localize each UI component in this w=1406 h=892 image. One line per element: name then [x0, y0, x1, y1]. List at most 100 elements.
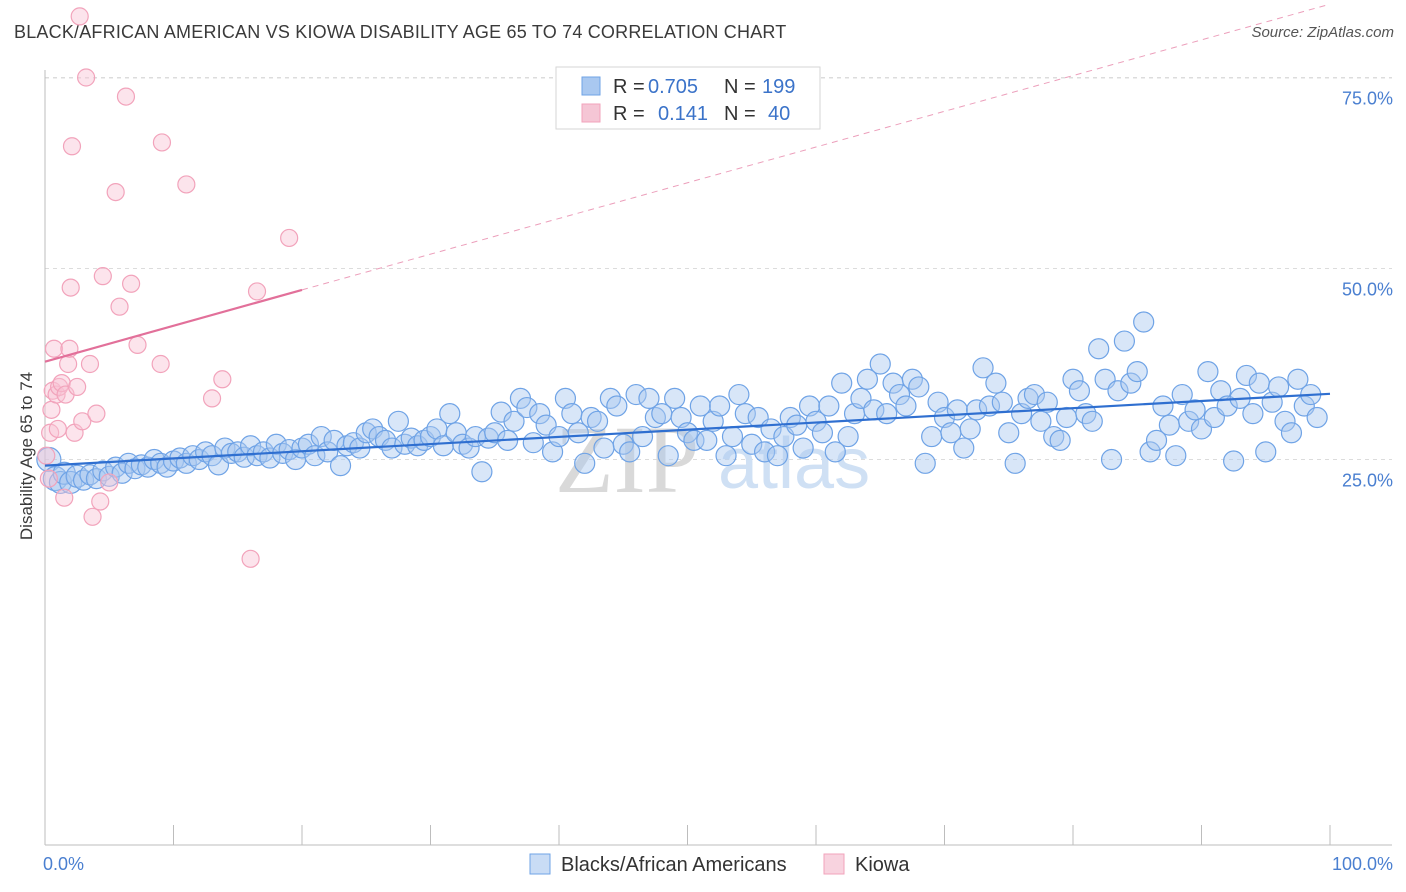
- point-blacks-149: [991, 391, 1013, 413]
- point-kiowa-26: [100, 473, 119, 492]
- watermark-zip: ZIP: [555, 406, 699, 513]
- point-blacks-163: [1081, 410, 1103, 432]
- point-blacks-68: [471, 461, 493, 483]
- point-blacks-137: [914, 452, 936, 474]
- point-blacks-156: [1036, 391, 1058, 413]
- point-blacks-147: [978, 395, 1001, 417]
- point-blacks-40: [291, 437, 313, 459]
- legend-n-label-1: N =: [724, 76, 756, 98]
- point-kiowa-34: [177, 175, 196, 194]
- point-blacks-128: [856, 368, 879, 390]
- point-blacks-160: [1062, 368, 1084, 390]
- point-blacks-198: [1306, 406, 1328, 429]
- point-blacks-33: [246, 445, 268, 467]
- point-blacks-164: [1088, 338, 1110, 360]
- point-blacks-142: [946, 399, 968, 421]
- point-kiowa-14: [61, 278, 80, 297]
- point-blacks-174: [1152, 395, 1174, 417]
- legend-r-label-1: R =: [613, 76, 645, 98]
- point-blacks-170: [1126, 361, 1148, 383]
- point-blacks-133: [888, 383, 911, 406]
- point-blacks-83: [567, 422, 589, 444]
- point-blacks-171: [1133, 311, 1155, 333]
- point-kiowa-38: [247, 282, 267, 301]
- point-kiowa-31: [128, 335, 147, 354]
- x-tick-label-0: 0.0%: [43, 854, 84, 874]
- y-tick-label-1: 50.0%: [1342, 280, 1393, 300]
- point-blacks-54: [381, 437, 403, 459]
- point-blacks-89: [606, 395, 628, 417]
- y-tick-label-0: 25.0%: [1342, 471, 1393, 491]
- legend-n-value-1: 199: [762, 76, 795, 98]
- point-kiowa-17: [68, 377, 87, 397]
- point-blacks-95: [644, 406, 666, 429]
- point-blacks-144: [959, 418, 981, 440]
- point-kiowa-37: [241, 549, 260, 568]
- point-blacks-130: [869, 353, 891, 375]
- point-blacks-82: [561, 403, 583, 425]
- legend-n-value-2: 40: [768, 103, 790, 125]
- point-kiowa-0: [37, 446, 56, 465]
- series-swatch-blacks: [529, 853, 551, 875]
- chart-title: BLACK/AFRICAN AMERICAN VS KIOWA DISABILI…: [14, 22, 787, 42]
- axes: [44, 70, 1392, 846]
- point-kiowa-1: [39, 469, 58, 488]
- point-blacks-55: [387, 410, 409, 432]
- watermark: ZIP atlas: [555, 406, 870, 513]
- legend-swatch-kiowa: [581, 103, 601, 123]
- y-tick-labels: 25.0%50.0%75.0%100.0%: [1342, 89, 1393, 491]
- point-blacks-154: [1023, 383, 1046, 406]
- point-blacks-108: [728, 383, 750, 406]
- point-blacks-93: [631, 425, 654, 448]
- point-kiowa-32: [151, 354, 170, 374]
- point-blacks-134: [895, 395, 917, 417]
- point-blacks-185: [1223, 450, 1245, 472]
- point-blacks-29: [220, 442, 242, 464]
- point-blacks-159: [1055, 406, 1078, 429]
- point-blacks-172: [1139, 441, 1161, 463]
- legend-n-label-2: N =: [724, 103, 756, 125]
- point-kiowa-22: [83, 507, 102, 526]
- series-label-kiowa: Kiowa: [855, 854, 910, 876]
- point-blacks-85: [580, 406, 602, 429]
- trend-line-blacks: [44, 392, 1331, 467]
- point-blacks-179: [1184, 399, 1206, 421]
- point-blacks-121: [811, 422, 834, 444]
- point-blacks-138: [921, 425, 943, 448]
- point-blacks-187: [1235, 364, 1258, 387]
- point-blacks-157: [1043, 425, 1065, 448]
- point-blacks-176: [1165, 445, 1187, 467]
- point-blacks-175: [1158, 414, 1180, 436]
- point-blacks-150: [998, 422, 1020, 444]
- point-kiowa-23: [87, 404, 106, 423]
- point-blacks-125: [837, 425, 859, 448]
- trend-lines: [44, 3, 1331, 467]
- point-blacks-155: [1030, 410, 1052, 432]
- series-label-blacks: Blacks/African Americans: [561, 854, 787, 876]
- point-kiowa-10: [55, 488, 74, 507]
- point-kiowa-29: [116, 87, 136, 106]
- point-blacks-117: [786, 414, 808, 436]
- point-blacks-177: [1171, 383, 1193, 406]
- point-kiowa-25: [93, 267, 112, 286]
- point-kiowa-7: [48, 419, 67, 439]
- series-legend: Blacks/African Americans Kiowa: [529, 853, 910, 876]
- point-blacks-86: [586, 410, 609, 432]
- point-blacks-194: [1280, 422, 1303, 444]
- point-kiowa-5: [44, 339, 64, 358]
- point-blacks-7: [79, 464, 101, 486]
- point-blacks-167: [1107, 380, 1129, 402]
- point-blacks-151: [1004, 452, 1026, 474]
- point-blacks-92: [625, 383, 647, 406]
- point-blacks-173: [1145, 429, 1168, 451]
- point-blacks-87: [593, 437, 615, 459]
- point-blacks-146: [972, 357, 994, 379]
- x-tick-labels: 0.0% 100.0%: [43, 854, 1393, 874]
- point-kiowa-30: [121, 274, 141, 293]
- point-blacks-98: [664, 387, 686, 409]
- point-blacks-76: [522, 432, 544, 454]
- point-kiowa-21: [80, 354, 100, 374]
- trend-line-kiowa-extension: [301, 3, 1331, 291]
- point-blacks-50: [355, 422, 377, 444]
- point-blacks-190: [1255, 441, 1277, 463]
